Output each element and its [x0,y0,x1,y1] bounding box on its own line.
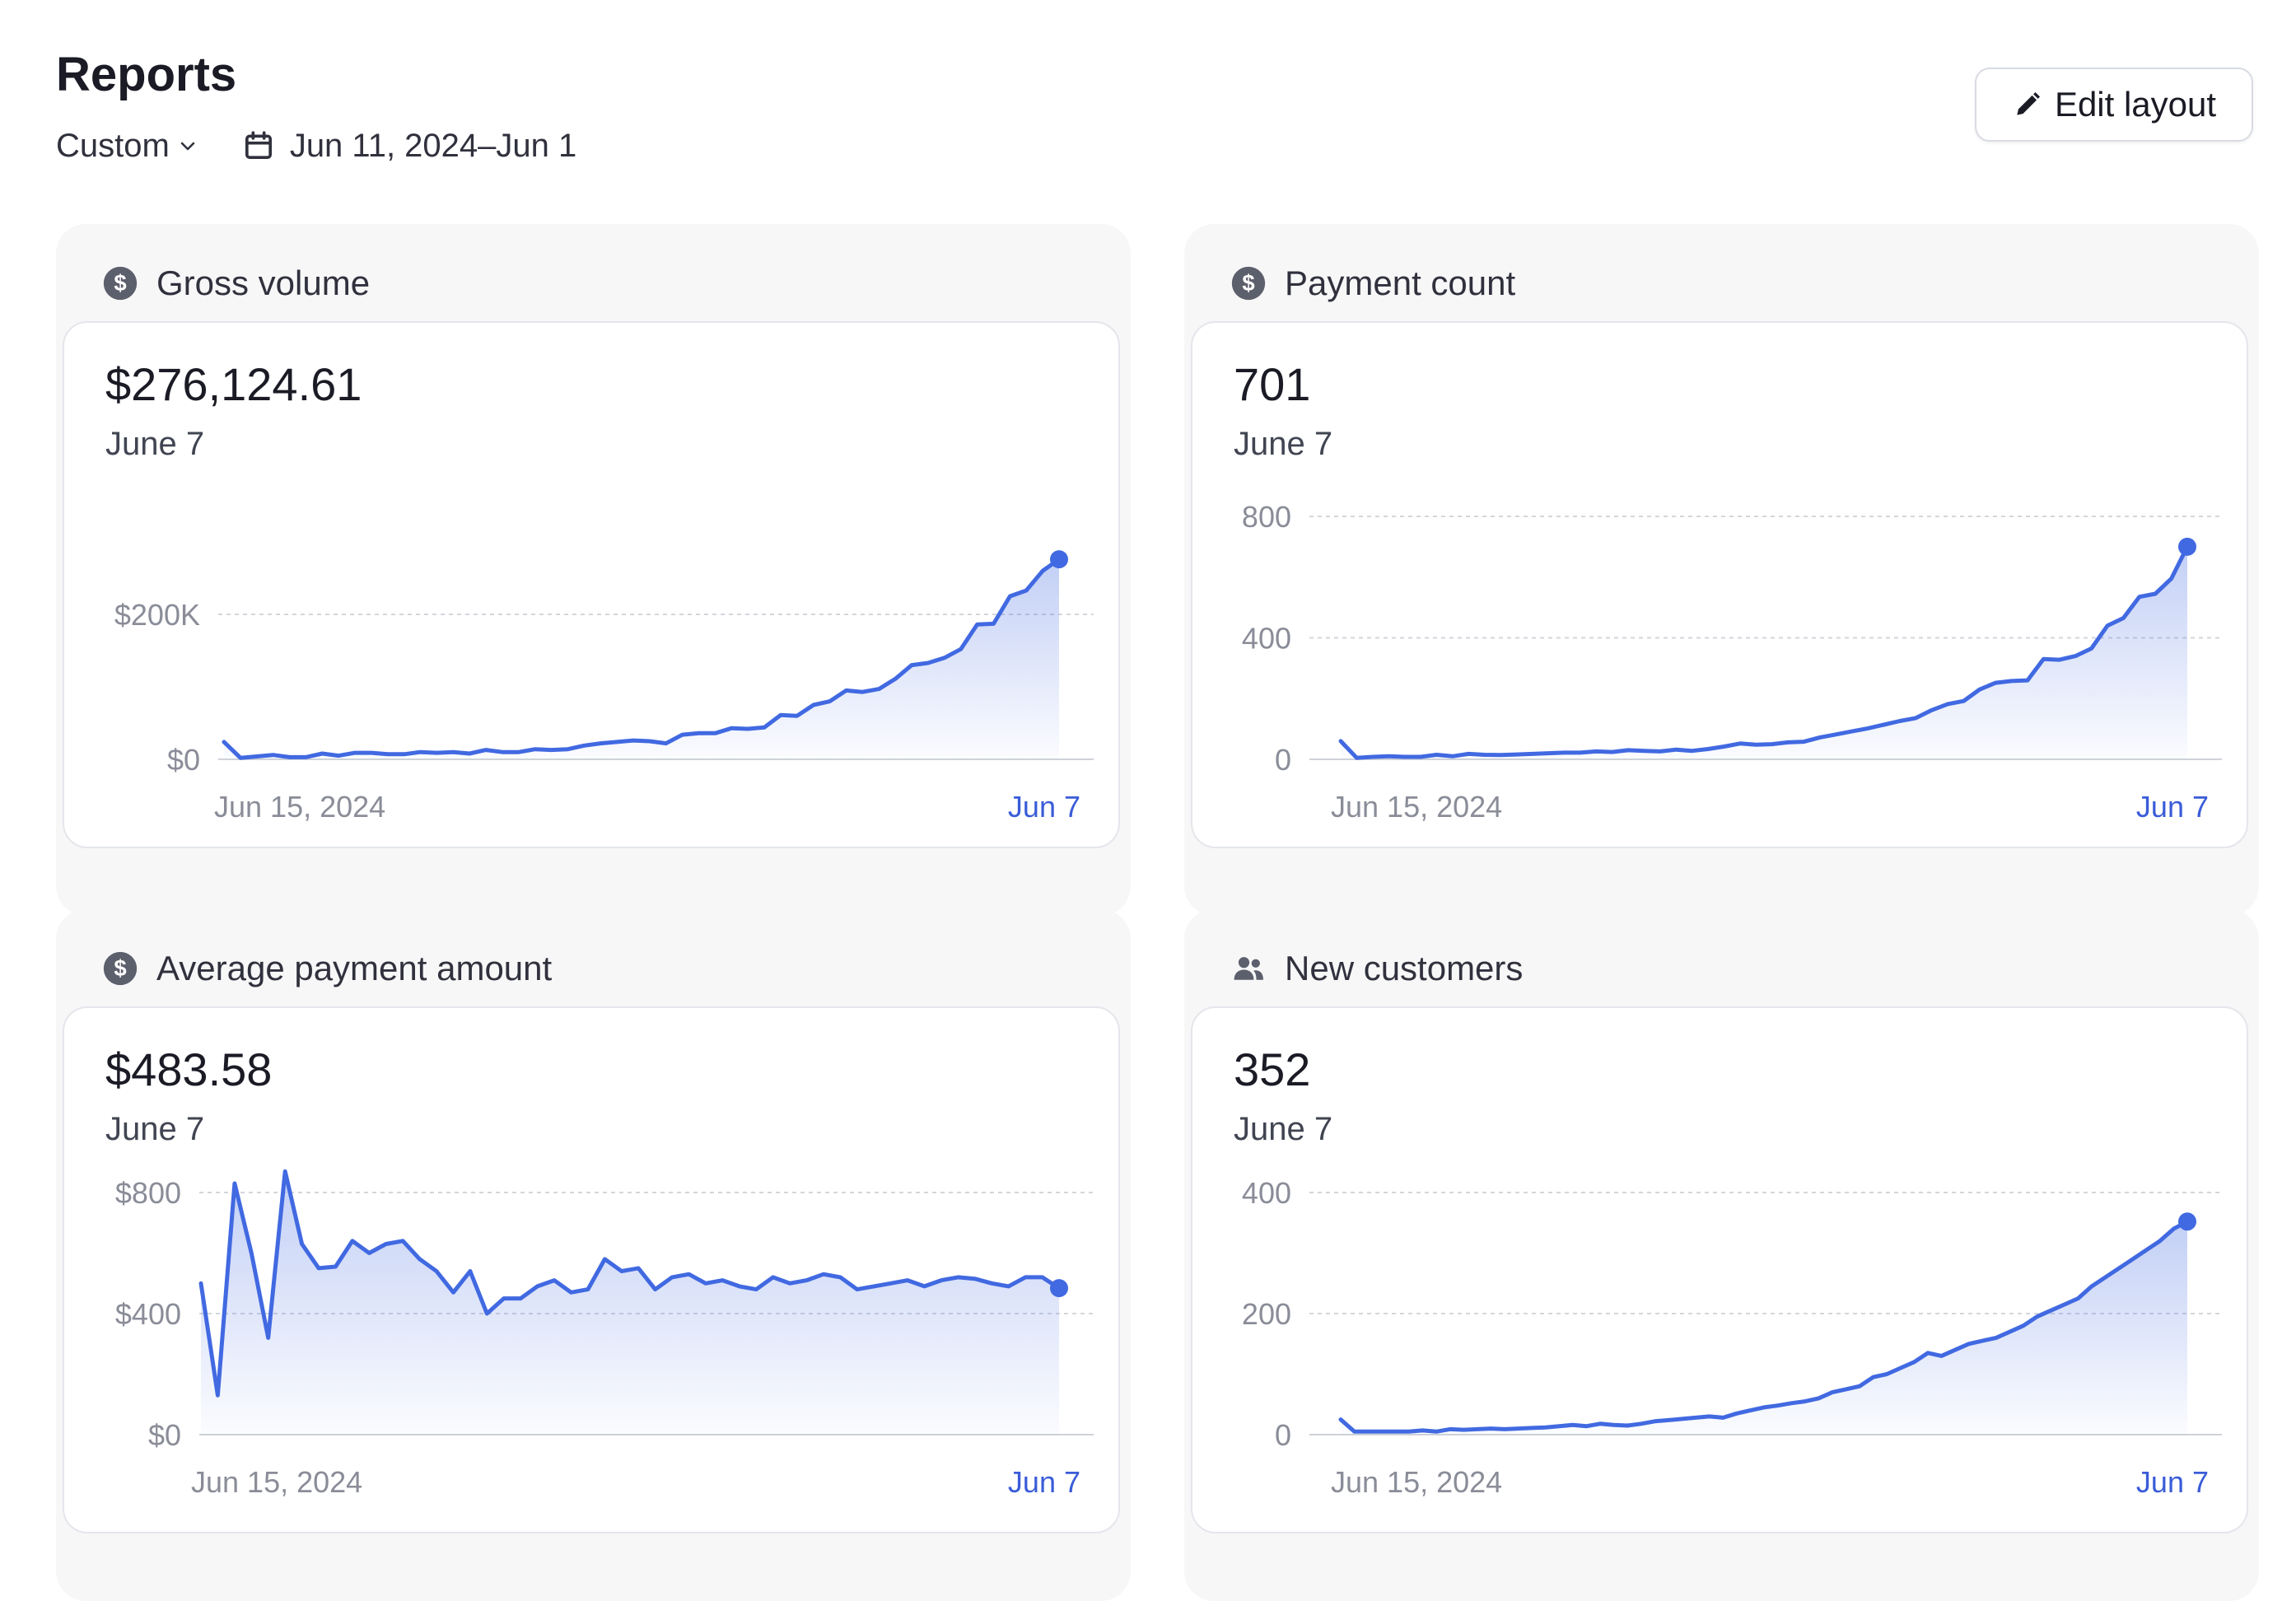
last-point-marker [1050,1279,1068,1298]
average-payment-amount-card[interactable]: $ Average payment amount $483.58 June 7 … [56,909,1131,1601]
y-tick-label: $200K [114,598,200,632]
series-area [1341,1221,2187,1435]
card-title: Payment count [1285,264,1516,302]
metric-date: June 7 [105,1111,205,1147]
range-select[interactable]: Custom [56,128,198,165]
card-body: $276,124.61 June 7 $200K $0 Jun 15, 2024 Ju… [63,321,1120,848]
card-title: Gross volume [156,264,371,302]
edit-layout-button[interactable]: Edit layout [1975,68,2253,142]
users-icon [1234,957,1263,980]
x-start-label: Jun 15, 2024 [191,1465,362,1499]
page-title: Reports [56,48,237,101]
series-area [201,1171,1059,1435]
svg-text:$: $ [114,270,126,296]
range-select-label: Custom [56,127,170,164]
metric-value: $276,124.61 [105,358,362,410]
calendar-icon [245,131,272,159]
x-start-label: Jun 15, 2024 [1331,1465,1502,1499]
x-start-label: Jun 15, 2024 [214,790,385,824]
x-end-label: Jun 7 [1008,1465,1080,1499]
x-start-label: Jun 15, 2024 [1331,790,1502,824]
card-header: $ Average payment amount [102,944,552,993]
dollar-circle-icon: $ [103,266,138,301]
y-tick-label: $800 [115,1176,181,1210]
series-area [1341,546,2187,759]
x-end-label: Jun 7 [1008,790,1080,824]
new-customers-chart[interactable]: 400 200 0 Jun 15, 2024 Jun 7 [1192,1008,2250,1535]
x-end-label: Jun 7 [2136,1465,2209,1499]
gross-volume-chart[interactable]: $200K $0 Jun 15, 2024 Jun 7 [64,323,1122,850]
date-range-label: Jun 11, 2024–Jun 1 [289,127,577,164]
y-tick-label: $0 [167,743,200,777]
card-header: $ Payment count [1230,259,1515,308]
metric-value: 352 [1234,1043,1311,1095]
metric-date: June 7 [1234,426,1333,462]
chevron-down-icon [180,142,195,151]
dollar-circle-icon: $ [1231,266,1266,301]
card-title: Average payment amount [156,949,553,987]
payment-count-chart[interactable]: 800 400 0 Jun 15, 2024 Jun 7 [1192,323,2250,850]
y-tick-label: 200 [1242,1297,1291,1331]
series-line [222,557,1062,760]
series-line [198,1169,1062,1398]
card-header: New customers [1230,944,1523,993]
metric-date: June 7 [1234,1111,1333,1147]
y-tick-label: $400 [115,1297,181,1331]
y-tick-label: 800 [1242,500,1291,534]
dollar-circle-icon: $ [103,951,138,986]
card-body: 701 June 7 800 400 0 Jun 15, 2024 Jun 7 [1191,321,2248,848]
edit-layout-label: Edit layout [2054,85,2217,124]
new-customers-card[interactable]: New customers 352 June 7 400 200 0 Jun 15, … [1184,909,2259,1601]
payment-count-card[interactable]: $ Payment count 701 June 7 800 400 0 Jun 15… [1184,224,2259,916]
y-tick-label: 0 [1275,743,1291,777]
metric-value: 701 [1234,358,1311,410]
last-point-marker [2178,537,2196,556]
card-body: $483.58 June 7 $800 $400 $0 Jun 15, 2024 Jun… [63,1006,1120,1533]
gross-volume-card[interactable]: $ Gross volume $276,124.61 June 7 $200K $… [56,224,1131,916]
metric-value: $483.58 [105,1043,273,1095]
series-area [224,559,1059,759]
y-tick-label: 0 [1275,1418,1291,1452]
card-body: 352 June 7 400 200 0 Jun 15, 2024 Jun 7 [1191,1006,2248,1533]
date-range-picker[interactable]: Jun 11, 2024–Jun 1 [242,128,576,165]
metric-date: June 7 [105,426,205,462]
last-point-marker [1050,550,1068,569]
y-tick-label: $0 [148,1418,181,1452]
svg-text:$: $ [1242,270,1254,296]
average-payment-amount-chart[interactable]: $800 $400 $0 Jun 15, 2024 Jun 7 [64,1008,1122,1535]
filter-bar: Custom Jun 11, 2024–Jun 1 [56,124,576,168]
card-header: $ Gross volume [102,259,370,308]
card-title: New customers [1285,949,1524,987]
svg-text:$: $ [114,955,126,981]
pencil-icon [2017,91,2040,115]
series-line [1338,1219,2190,1434]
y-tick-label: 400 [1242,622,1291,656]
last-point-marker [2178,1212,2196,1231]
x-end-label: Jun 7 [2136,790,2209,824]
y-tick-label: 400 [1242,1176,1291,1210]
series-line [1338,544,2190,760]
